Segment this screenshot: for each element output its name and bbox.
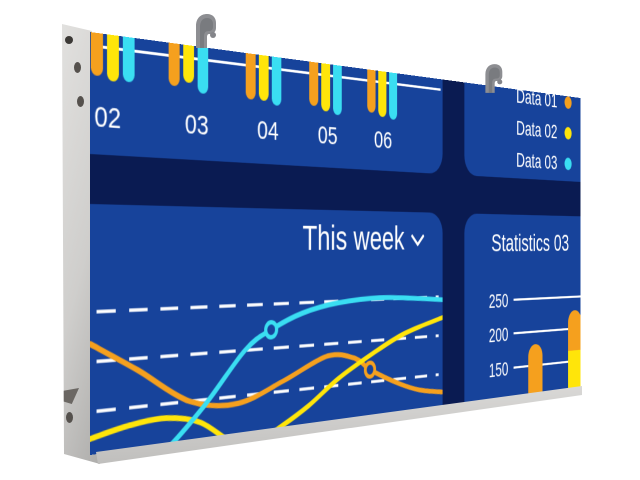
frame-hole bbox=[66, 412, 73, 423]
bar bbox=[107, 34, 119, 83]
dashboard-screen: 02 03 04 05 06 Data 01 Data 02 Data 03 This we… bbox=[90, 32, 581, 455]
bar-group bbox=[90, 32, 135, 84]
bar bbox=[367, 69, 376, 113]
bar-category-label: 04 bbox=[257, 115, 279, 147]
bar-category-label: 02 bbox=[94, 100, 122, 136]
bar-group bbox=[309, 61, 342, 116]
bar bbox=[389, 72, 398, 121]
gridline bbox=[513, 294, 581, 301]
bar bbox=[183, 44, 195, 84]
legend-item: Data 03 bbox=[474, 146, 572, 175]
legend-dot-icon bbox=[564, 157, 572, 171]
bar bbox=[271, 56, 282, 107]
data-point-marker bbox=[365, 362, 374, 377]
legend-dot-icon bbox=[564, 126, 572, 140]
legend-label: Data 02 bbox=[516, 116, 558, 143]
dashed-gridline bbox=[97, 336, 439, 362]
bar-category-label: 05 bbox=[317, 120, 338, 151]
bar-group bbox=[245, 52, 282, 107]
bar-category-label: 03 bbox=[184, 108, 209, 142]
bar bbox=[245, 52, 256, 100]
statistics-card: Statistics 03 250 200 150 bbox=[464, 213, 581, 405]
bar bbox=[90, 32, 103, 77]
bar bbox=[378, 70, 387, 118]
y-axis-tick-label: 200 bbox=[488, 323, 509, 347]
frame-hole bbox=[77, 96, 84, 107]
legend-label: Data 03 bbox=[516, 148, 558, 174]
bar bbox=[122, 36, 135, 83]
legend-dot-icon bbox=[564, 95, 572, 110]
mounting-clamp-icon bbox=[485, 64, 503, 93]
bar-group bbox=[367, 69, 398, 121]
data-point-marker bbox=[266, 322, 277, 338]
bar bbox=[197, 46, 209, 95]
bar-group bbox=[168, 42, 209, 95]
bar-chart-card: 02 03 04 05 06 bbox=[90, 32, 443, 175]
y-axis-tick-label: 250 bbox=[488, 289, 509, 313]
bar bbox=[321, 63, 331, 112]
frame-notch bbox=[62, 388, 79, 404]
screen-3d-projection: 02 03 04 05 06 Data 01 Data 02 Data 03 This we… bbox=[90, 32, 581, 455]
frame-hole bbox=[74, 62, 81, 73]
y-axis-tick-label: 150 bbox=[488, 357, 509, 382]
legend-item: Data 02 bbox=[474, 112, 572, 144]
legend-card: Data 01 Data 02 Data 03 bbox=[464, 82, 581, 184]
bar bbox=[168, 42, 180, 87]
bar bbox=[258, 54, 269, 102]
bar bbox=[309, 61, 319, 107]
statistics-title: Statistics 03 bbox=[491, 228, 570, 258]
legend-label: Data 01 bbox=[516, 84, 558, 112]
mounting-clamp-icon bbox=[196, 14, 216, 48]
screw-icon bbox=[65, 36, 73, 44]
bar-category-label: 06 bbox=[374, 125, 393, 155]
bar bbox=[333, 64, 342, 116]
